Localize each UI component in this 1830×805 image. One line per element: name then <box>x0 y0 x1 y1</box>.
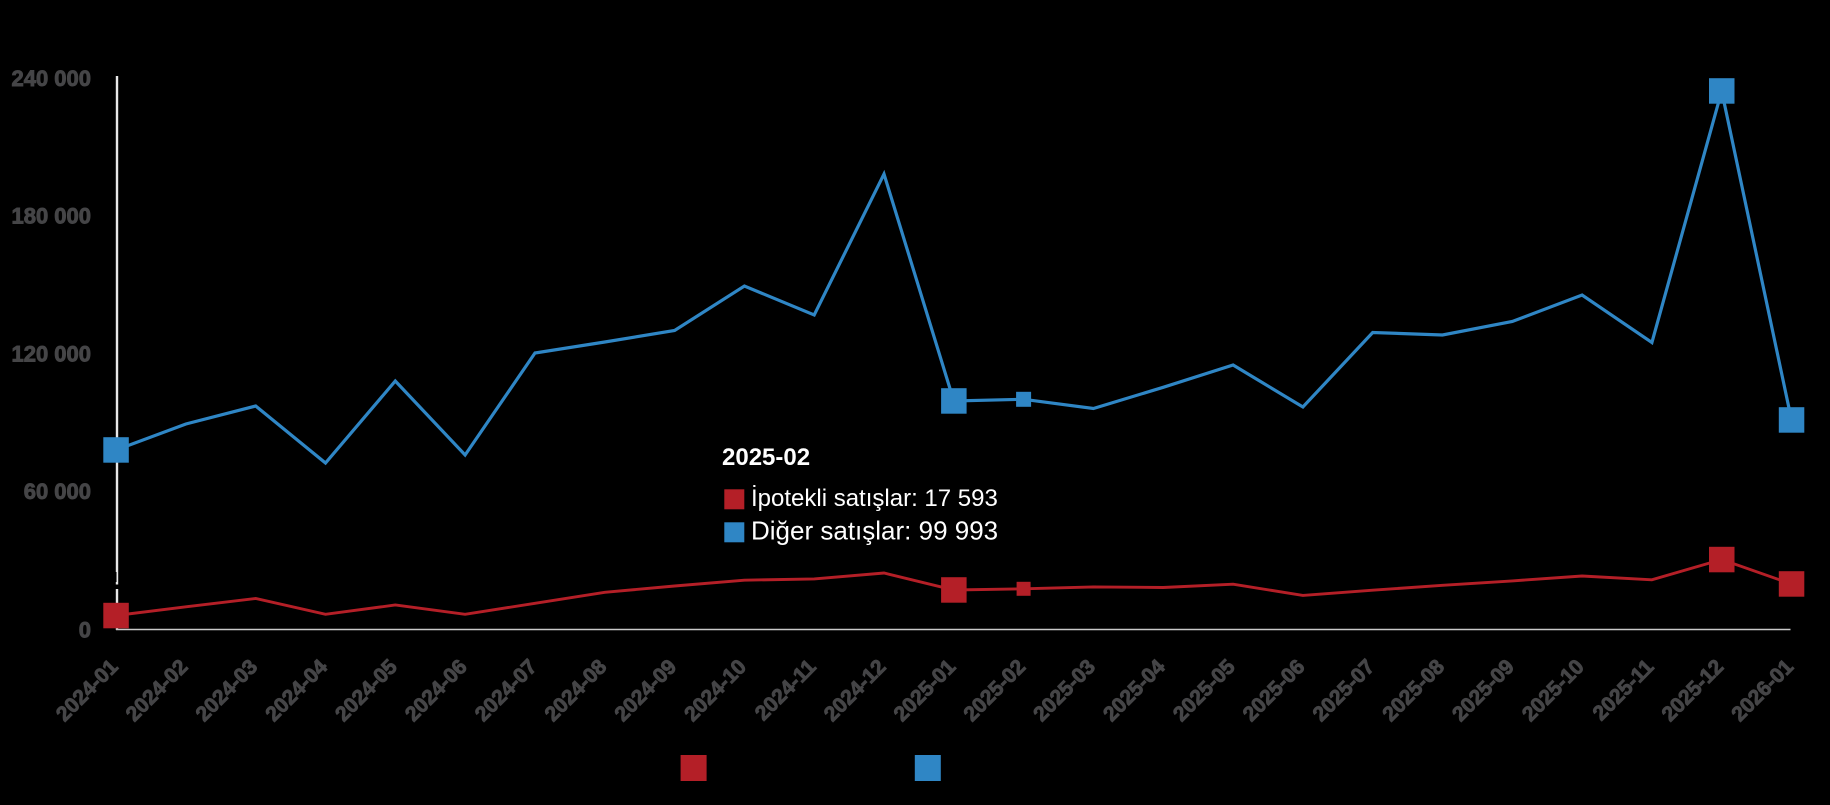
svg-text:120 000: 120 000 <box>11 341 91 366</box>
svg-text:60 000: 60 000 <box>24 479 91 504</box>
svg-text:Diğer satışlar: 99 993: Diğer satışlar: 99 993 <box>751 516 998 546</box>
svg-text:180 000: 180 000 <box>11 204 91 229</box>
svg-text:240 000: 240 000 <box>11 66 91 91</box>
svg-text:2025-02: 2025-02 <box>722 444 810 471</box>
svg-text:İpotekli satışlar: 17 593: İpotekli satışlar: 17 593 <box>751 485 998 512</box>
svg-text:0: 0 <box>79 618 91 643</box>
